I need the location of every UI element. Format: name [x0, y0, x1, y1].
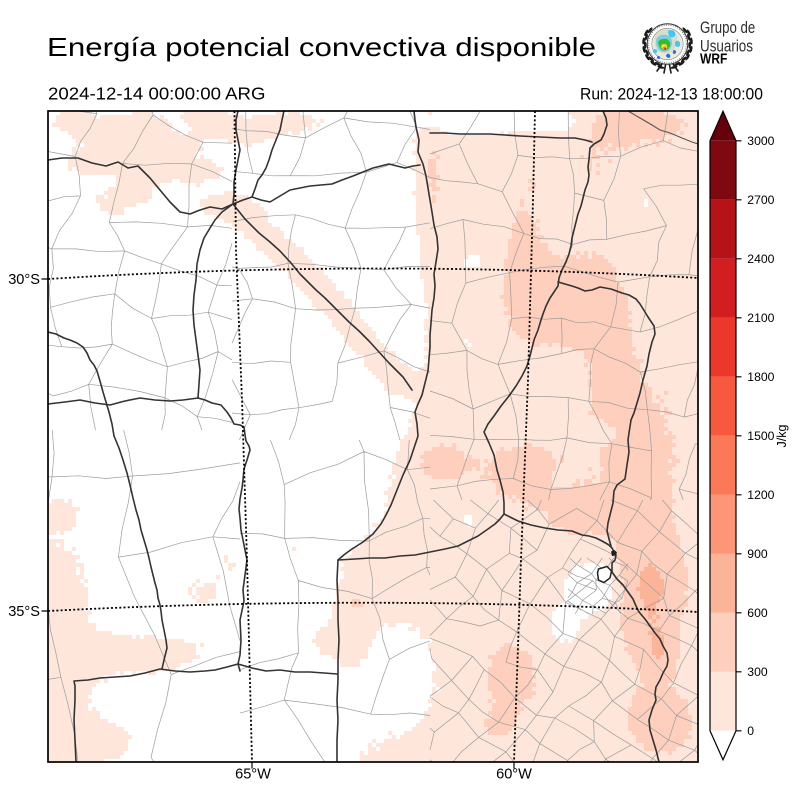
svg-text:Run: 2024-12-13 18:00:00: Run: 2024-12-13 18:00:00 — [580, 86, 763, 104]
svg-text:1200: 1200 — [747, 488, 774, 502]
svg-text:Energía potencial convectiva d: Energía potencial convectiva disponible — [47, 32, 596, 62]
svg-text:30°S: 30°S — [8, 272, 40, 288]
svg-text:35°S: 35°S — [8, 604, 40, 620]
svg-text:2100: 2100 — [747, 311, 774, 325]
svg-text:J/kg: J/kg — [775, 424, 789, 447]
svg-text:2400: 2400 — [747, 252, 774, 266]
svg-text:900: 900 — [747, 547, 768, 561]
svg-text:1800: 1800 — [747, 370, 774, 384]
svg-text:3000: 3000 — [747, 134, 774, 148]
svg-text:Grupo de: Grupo de — [700, 19, 755, 37]
svg-text:65°W: 65°W — [235, 767, 271, 783]
svg-text:2024-12-14 00:00:00 ARG: 2024-12-14 00:00:00 ARG — [48, 84, 266, 104]
svg-text:300: 300 — [747, 665, 768, 679]
svg-text:60°W: 60°W — [496, 767, 532, 783]
svg-text:2700: 2700 — [747, 193, 774, 207]
svg-text:Usuarios: Usuarios — [700, 38, 753, 56]
svg-text:600: 600 — [747, 606, 768, 620]
svg-text:0: 0 — [747, 724, 754, 738]
svg-text:WRF: WRF — [700, 51, 727, 68]
svg-text:1500: 1500 — [747, 429, 774, 443]
